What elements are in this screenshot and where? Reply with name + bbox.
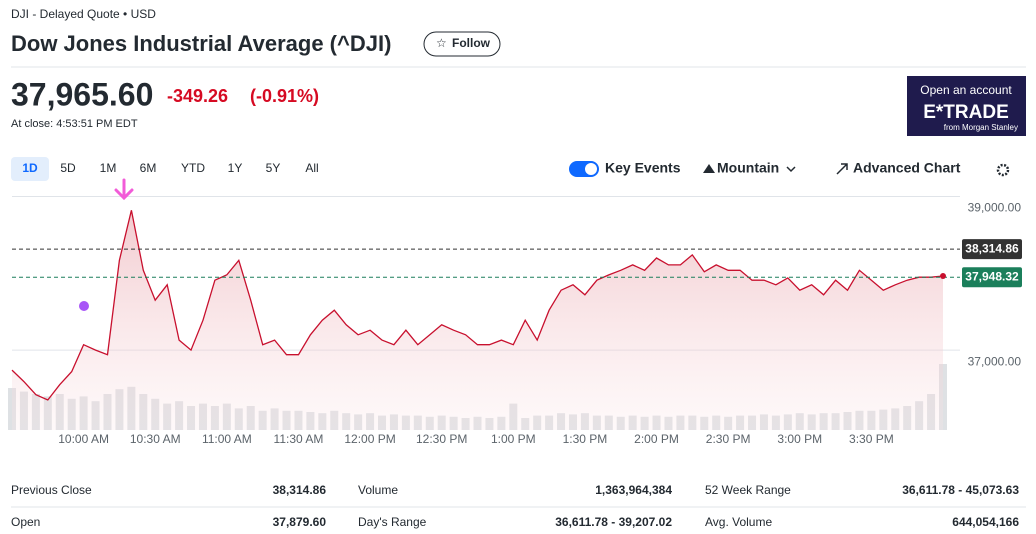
x-tick-label: 12:30 PM	[416, 432, 467, 446]
stat-value: 644,054,166	[952, 515, 1019, 529]
x-tick-label: 10:00 AM	[58, 432, 109, 446]
change-pct: (-0.91%)	[250, 86, 319, 106]
ad-line: Open an account	[920, 83, 1012, 97]
breadcrumb: DJI - Delayed Quote • USD	[11, 7, 156, 21]
settings-icon[interactable]	[996, 163, 1010, 177]
title: Dow Jones Industrial Average (^DJI)	[11, 31, 391, 56]
x-tick-label: 2:00 PM	[634, 432, 679, 446]
advanced-chart[interactable]: Advanced Chart	[853, 160, 961, 176]
stat-label: Open	[11, 515, 40, 529]
stat-label: Previous Close	[11, 483, 92, 497]
change: -349.26	[167, 86, 228, 106]
stat-label: Day's Range	[358, 515, 427, 529]
price-line	[11, 210, 944, 401]
x-tick-label: 1:00 PM	[491, 432, 536, 446]
x-tick-label: 10:30 AM	[130, 432, 181, 446]
ad-sub: from Morgan Stanley	[944, 123, 1018, 132]
stat-value: 1,363,964,384	[595, 483, 672, 497]
toggle-knob	[585, 163, 597, 175]
chart: 39,000.00 37,000.00 10:00 AM 10:30 AM 11:00 …	[8, 196, 1022, 446]
reference-box	[962, 239, 1022, 260]
range-active	[11, 157, 49, 181]
stat-value: 36,611.78 - 45,073.63	[902, 483, 1019, 497]
follow-button[interactable]	[423, 31, 501, 57]
stat-label: 52 Week Range	[705, 483, 791, 497]
reference-label: 38,314.86	[965, 241, 1019, 255]
x-tick-label: 11:00 AM	[202, 432, 252, 446]
close-time: At close: 4:53:51 PM EDT	[11, 118, 138, 130]
range-button[interactable]: 1Y	[228, 161, 243, 175]
follow-label[interactable]: Follow	[452, 36, 491, 50]
range-buttons: 1D 5D 1M 6M YTD 1Y 5Y All	[11, 157, 319, 181]
x-tick-label: 12:00 PM	[344, 432, 395, 446]
chart-type[interactable]: Mountain	[717, 160, 779, 176]
x-tick-label: 3:00 PM	[777, 432, 822, 446]
x-tick-label: 2:30 PM	[706, 432, 751, 446]
stat-value: 36,611.78 - 39,207.02	[555, 515, 672, 529]
price-area	[12, 210, 943, 430]
range-button[interactable]: 1M	[100, 161, 117, 175]
range-button[interactable]: 1D	[22, 161, 38, 175]
stats-table: Previous Close 38,314.86 Volume 1,363,964,3…	[11, 483, 1026, 529]
chevron	[786, 166, 796, 173]
stat-value: 37,879.60	[273, 515, 327, 529]
range-button[interactable]: YTD	[181, 161, 205, 175]
reference-label: 37,948.32	[965, 269, 1019, 283]
ad-brand: E*TRADE	[923, 102, 1009, 123]
range-button[interactable]: 5D	[60, 161, 76, 175]
key-events[interactable]: Key Events	[605, 160, 681, 176]
range-button[interactable]: All	[305, 161, 318, 175]
expand-icon	[836, 163, 848, 175]
stat-label: Volume	[358, 483, 398, 497]
mountain-icon	[703, 164, 715, 173]
price: 37,965.60	[11, 76, 153, 112]
range-button[interactable]: 6M	[140, 161, 157, 175]
range-button[interactable]: 5Y	[266, 161, 281, 175]
ad-box[interactable]	[907, 76, 1026, 136]
y-tick-label: 37,000.00	[968, 354, 1022, 368]
x-tick-label: 1:30 PM	[563, 432, 608, 446]
peak-arrow	[114, 178, 134, 201]
star-icon: ☆	[436, 36, 447, 50]
stat-label: Avg. Volume	[705, 515, 772, 529]
key-event-dot[interactable]	[79, 301, 89, 311]
reference-box	[962, 267, 1022, 288]
y-tick-label: 39,000.00	[968, 201, 1022, 215]
last-point	[940, 272, 946, 279]
x-tick-label: 3:30 PM	[849, 432, 894, 446]
x-tick-label: 11:30 AM	[274, 432, 324, 446]
stat-value: 38,314.86	[273, 483, 327, 497]
